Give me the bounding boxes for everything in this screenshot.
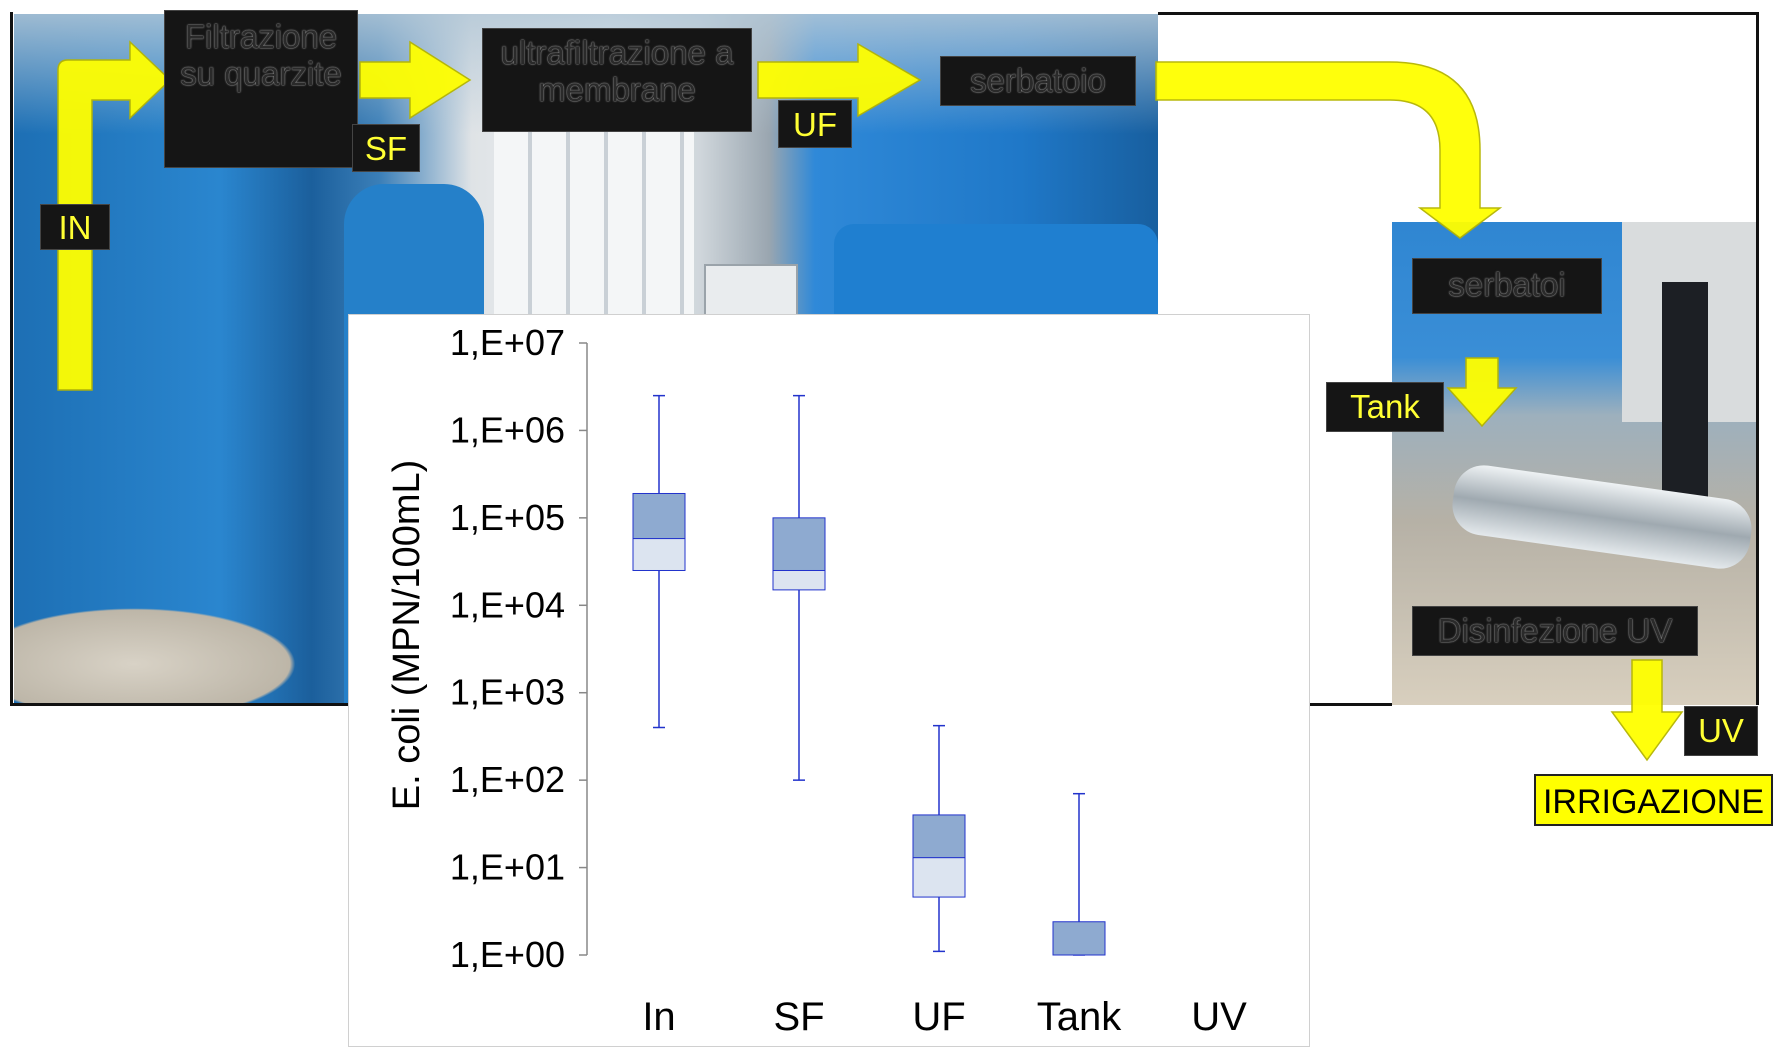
box-sf [772,394,826,781]
boxplot-chart: 1,E+00 1,E+01 1,E+02 1,E+03 1,E+04 1,E+05 1,E+… [386,322,1247,1039]
uf-arrow [757,42,922,118]
serbatoio-arrow [1155,61,1503,239]
box-upper-half [772,517,826,571]
box-lower-half [912,857,966,898]
box-lower-half [632,538,686,571]
y-axis: 1,E+00 1,E+01 1,E+02 1,E+03 1,E+04 1,E+05 1,E+… [450,322,588,975]
box-tank [1052,792,1106,956]
x-tick-label: In [642,995,675,1039]
label-uv: UV [1684,706,1758,756]
y-tick-label: 1,E+05 [450,497,565,538]
x-tick-label: UF [912,995,965,1039]
label-disinfezione: Disinfezione UV [1412,606,1698,656]
y-tick-label: 1,E+02 [450,759,565,800]
y-tick-label: 1,E+04 [450,584,565,625]
label-serbatoi: serbatoi [1412,258,1602,314]
label-uf: UF [778,100,852,148]
y-tick-label: 1,E+03 [450,672,565,713]
y-tick-label: 1,E+06 [450,409,565,450]
sf-arrow [359,40,472,120]
box-upper-half [632,492,686,540]
y-axis-label: E. coli (MPN/100mL) [386,460,428,811]
label-serbatoio: serbatoio [940,56,1136,106]
label-in: IN [40,204,110,250]
box-upper-half [1052,921,1106,956]
chart-panel: 1,E+00 1,E+01 1,E+02 1,E+03 1,E+04 1,E+05 1,E+… [348,314,1310,1047]
frame-top [1158,12,1759,15]
x-tick-label: UV [1191,995,1247,1039]
box-lower-half [772,569,826,591]
frame-left [10,12,13,706]
frame-right [1756,12,1759,705]
y-tick-label: 1,E+07 [450,322,565,363]
label-sf: SF [352,124,420,172]
y-tick-label: 1,E+00 [450,934,565,975]
box-uf [912,724,966,953]
y-tick-label: 1,E+01 [450,847,565,888]
label-tank: Tank [1326,382,1444,432]
uv-arrow [1610,659,1684,762]
x-tick-label: SF [773,995,824,1039]
box-upper-half [912,814,966,859]
x-labels: In SF UF Tank UV [642,995,1247,1039]
box-in [632,394,686,729]
x-tick-label: Tank [1037,995,1122,1039]
tank-arrow [1446,357,1518,428]
label-ultrafiltrazione: ultrafiltrazione a membrane [482,28,752,132]
boxes [632,394,1106,956]
label-filtrazione: Filtrazione su quarzite [164,10,358,168]
in-arrow [57,40,172,391]
label-irrigazione: IRRIGAZIONE [1534,774,1773,826]
